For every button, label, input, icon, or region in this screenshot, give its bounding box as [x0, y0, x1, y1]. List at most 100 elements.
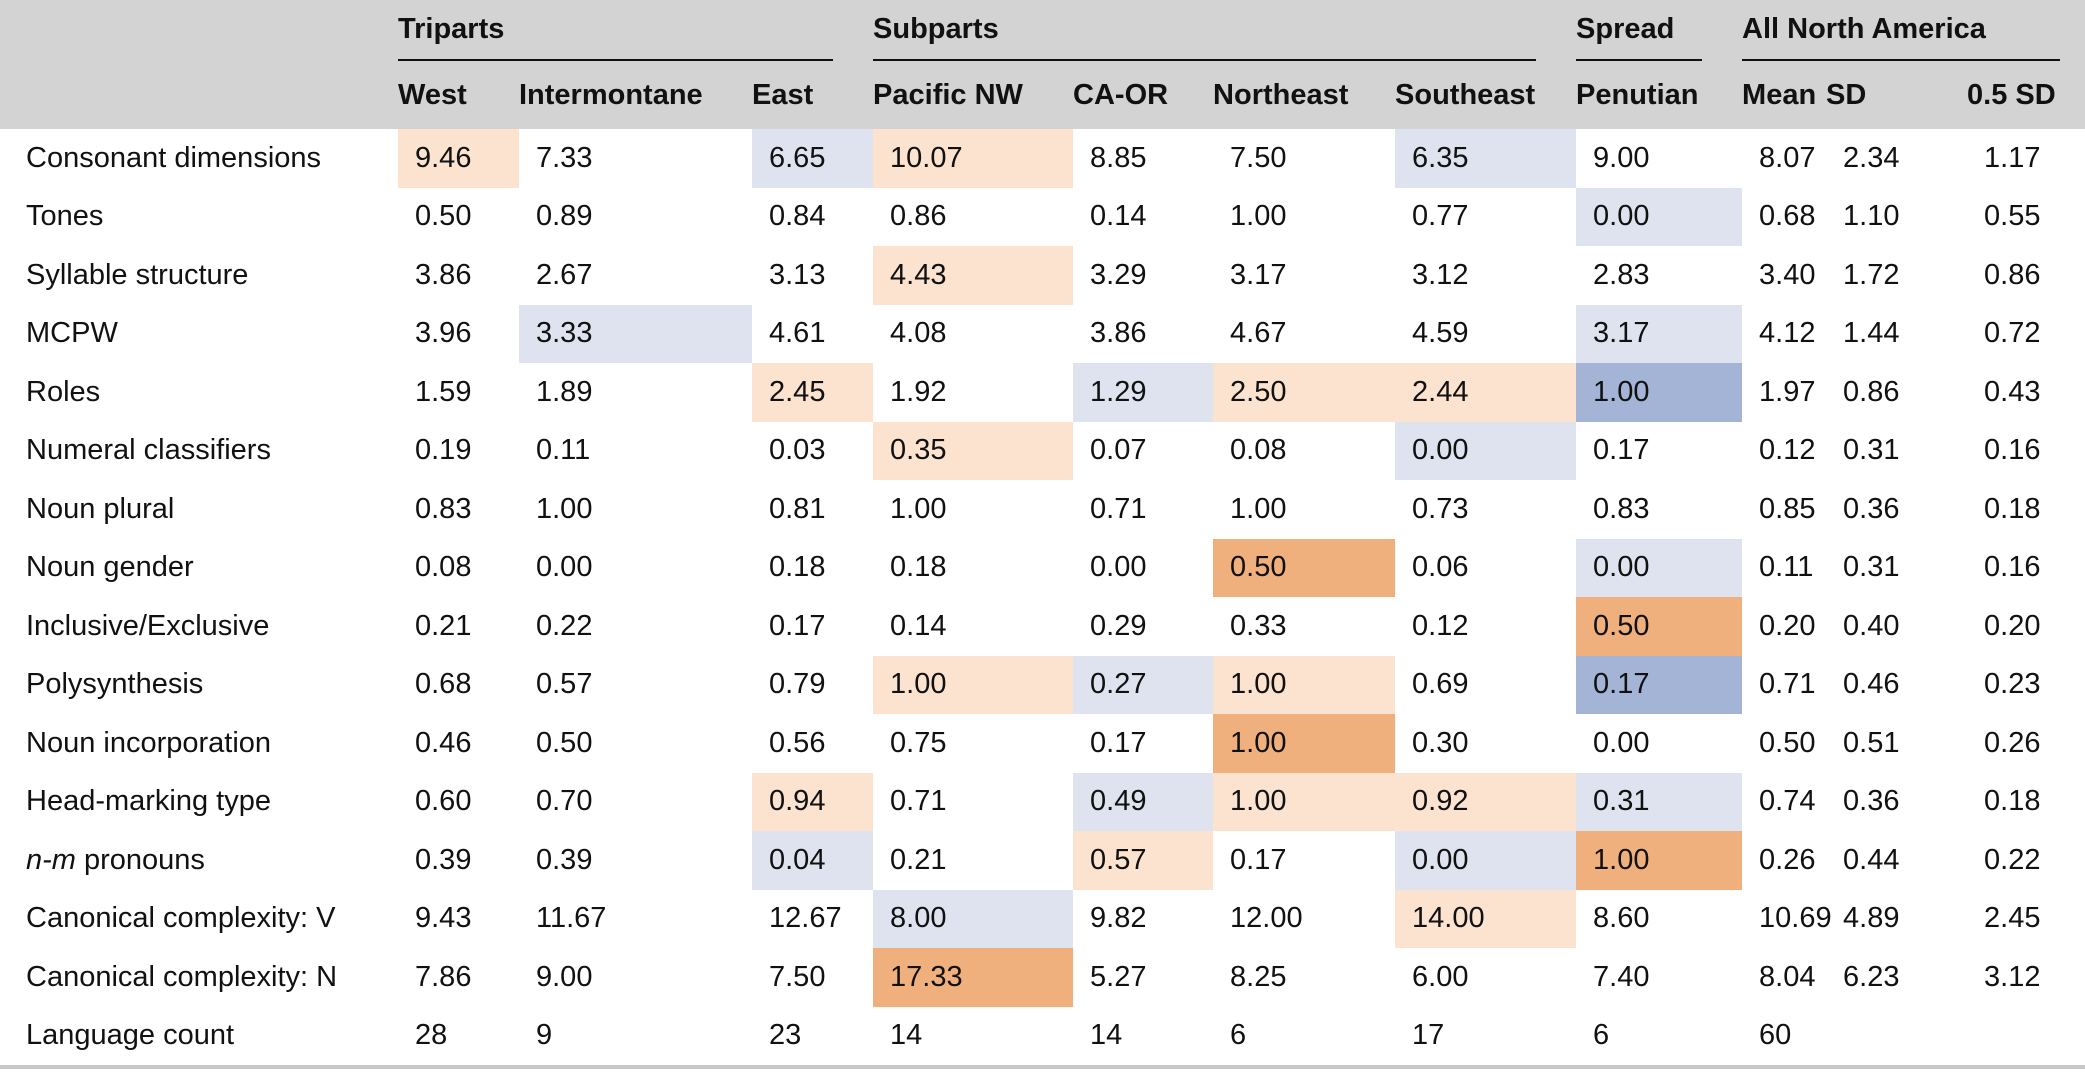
row-label: Canonical complexity: V — [26, 902, 336, 935]
value-cell: 0.81 — [769, 492, 826, 525]
value-cell: 9.43 — [415, 902, 472, 935]
value-cell: 3.33 — [519, 304, 752, 363]
group-header: Triparts — [398, 0, 873, 62]
row-label: Noun gender — [26, 551, 194, 584]
table-row: Head-marking type 0.60 0.70 0.94 0.71 0.49 1.0… — [0, 772, 2085, 831]
value-cell: 0.18 — [769, 551, 826, 584]
value-cell: 0.22 — [536, 609, 593, 642]
value-cell: 9.46 — [398, 129, 519, 188]
value-cell: 4.08 — [890, 317, 947, 350]
value-cell: 0.04 — [752, 831, 874, 890]
value-cell: 0.74 — [1759, 785, 1816, 818]
value-cell: 1.59 — [415, 375, 472, 408]
group-label: Triparts — [398, 1, 834, 61]
value-cell: 0.73 — [1412, 492, 1469, 525]
value-cell: 10.07 — [873, 129, 1074, 188]
value-cell: 2.34 — [1843, 141, 1900, 174]
column-header: Penutian — [1576, 79, 1699, 111]
value-cell: 3.17 — [1230, 258, 1287, 291]
value-cell: 1.00 — [1576, 831, 1743, 890]
value-cell: 8.00 — [873, 889, 1074, 948]
value-cell: 1.44 — [1843, 317, 1900, 350]
value-cell: 0.50 — [1759, 726, 1816, 759]
value-cell: 0.21 — [415, 609, 472, 642]
value-cell: 3.29 — [1090, 258, 1147, 291]
value-cell: 0.75 — [890, 726, 947, 759]
row-label: Inclusive/Exclusive — [26, 609, 270, 642]
value-cell: 6.23 — [1843, 960, 1900, 993]
value-cell: 0.44 — [1843, 843, 1900, 876]
value-cell: 0.68 — [415, 668, 472, 701]
value-cell: 0.68 — [1759, 200, 1816, 233]
row-label: Roles — [26, 375, 101, 408]
value-cell: 60 — [1742, 1006, 1827, 1069]
table-row: Noun incorporation 0.46 0.50 0.56 0.75 0.17 1.… — [0, 714, 2085, 773]
value-cell: 1.00 — [1213, 655, 1396, 714]
value-cell: 0.20 — [1759, 609, 1816, 642]
table-row: Canonical complexity: N 7.86 9.00 7.50 17.33… — [0, 948, 2085, 1007]
value-cell: 0.36 — [1843, 785, 1900, 818]
column-header: Southeast — [1395, 79, 1536, 111]
value-cell: 0.40 — [1843, 609, 1900, 642]
value-cell: 7.50 — [769, 960, 826, 993]
value-cell: 0.26 — [1759, 843, 1816, 876]
value-cell: 3.12 — [1412, 258, 1469, 291]
value-cell: 0.60 — [415, 785, 472, 818]
value-cell: 2.44 — [1395, 363, 1577, 422]
group-label: All North America — [1742, 1, 2061, 61]
value-cell: 0.57 — [536, 668, 593, 701]
value-cell: 3.17 — [1576, 304, 1743, 363]
column-header: CA-OR — [1073, 79, 1169, 111]
value-cell: 7.86 — [415, 960, 472, 993]
value-cell: 0.94 — [752, 772, 874, 831]
value-cell: 0.85 — [1759, 492, 1816, 525]
value-cell: 9.00 — [536, 960, 593, 993]
value-cell: 0.14 — [1090, 200, 1147, 233]
value-cell: 3.96 — [415, 317, 472, 350]
value-cell: 0.00 — [1576, 538, 1743, 597]
value-cell: 0.26 — [1984, 726, 2041, 759]
value-cell: 0.46 — [1843, 668, 1900, 701]
empty-cell — [1826, 1006, 1968, 1069]
value-cell: 0.39 — [415, 843, 472, 876]
value-cell: 0.83 — [415, 492, 472, 525]
value-cell: 0.17 — [1593, 434, 1650, 467]
empty-cell — [1967, 1006, 2085, 1069]
table-row: Numeral classifiers 0.19 0.11 0.03 0.35 0.07 0… — [0, 421, 2085, 480]
value-cell: 0.31 — [1843, 434, 1900, 467]
value-cell: 0.17 — [1230, 843, 1287, 876]
value-cell: 1.00 — [1576, 363, 1743, 422]
value-cell: 6 — [1576, 1006, 1743, 1069]
value-cell: 0.03 — [769, 434, 826, 467]
value-cell: 0.83 — [1593, 492, 1650, 525]
value-cell: 1.00 — [890, 492, 947, 525]
value-cell: 0.71 — [1090, 492, 1147, 525]
value-cell: 1.97 — [1759, 375, 1816, 408]
value-cell: 0.89 — [536, 200, 593, 233]
value-cell: 11.67 — [536, 902, 607, 935]
table-row: Noun gender 0.08 0.00 0.18 0.18 0.00 0.50 0.06 0… — [0, 538, 2085, 597]
value-cell: 10.69 — [1759, 902, 1832, 935]
value-cell: 0.27 — [1073, 655, 1214, 714]
value-cell: 0.56 — [769, 726, 826, 759]
value-cell: 0.11 — [1759, 551, 1814, 584]
value-cell: 17.33 — [873, 948, 1074, 1007]
value-cell: 0.50 — [1576, 597, 1743, 656]
value-cell: 9.00 — [1593, 141, 1650, 174]
value-cell: 0.36 — [1843, 492, 1900, 525]
value-cell: 2.67 — [536, 258, 593, 291]
value-cell: 0.70 — [536, 785, 593, 818]
table-row: Tones 0.50 0.89 0.84 0.86 0.14 1.00 0.77 0.00 0.6… — [0, 187, 2085, 246]
value-cell: 0.43 — [1984, 375, 2041, 408]
value-cell: 0.00 — [1090, 551, 1147, 584]
value-cell: 0.00 — [1593, 726, 1650, 759]
value-cell: 9 — [519, 1006, 752, 1069]
table-header: Triparts Subparts Spread All North America W… — [0, 0, 2085, 129]
row-label: Syllable structure — [26, 258, 249, 291]
value-cell: 17 — [1395, 1006, 1577, 1069]
value-cell: 4.67 — [1230, 317, 1287, 350]
column-row: West Intermontane East Pacific NW CA-OR North… — [0, 62, 2085, 129]
value-cell: 28 — [398, 1006, 519, 1069]
value-cell: 0.14 — [890, 609, 947, 642]
